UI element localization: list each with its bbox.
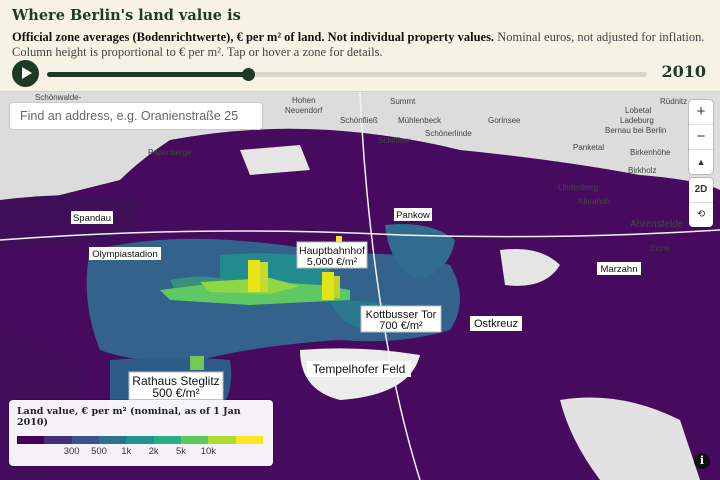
timeline-slider[interactable] xyxy=(47,68,647,81)
label-marzahn: Marzahn xyxy=(597,262,641,275)
label-ostkreuz: Ostkreuz xyxy=(470,316,522,331)
column-mitte-1[interactable] xyxy=(260,262,268,292)
svg-text:Pankow: Pankow xyxy=(396,210,430,221)
forest-southeast xyxy=(560,397,700,480)
view-2d-button[interactable]: 2D xyxy=(689,178,713,203)
callout-kottbusser-name: Kottbusser Tor xyxy=(366,309,437,321)
svg-text:Bernau bei Berlin: Bernau bei Berlin xyxy=(605,126,666,135)
callout-hauptbahnhof-value: 5,000 €/m² xyxy=(307,256,358,268)
legend-swatch xyxy=(208,436,236,444)
callout-steglitz-name: Rathaus Steglitz xyxy=(132,374,219,388)
svg-text:Lindenberg: Lindenberg xyxy=(558,183,598,192)
address-search-input[interactable] xyxy=(9,102,263,130)
legend-swatch xyxy=(17,436,45,444)
svg-text:Ladeburg: Ladeburg xyxy=(620,116,654,125)
callout-rathaus-steglitz[interactable]: Rathaus Steglitz 500 €/m² xyxy=(128,371,224,401)
svg-text:Lobetal: Lobetal xyxy=(625,106,651,115)
svg-text:Birkenhöhe: Birkenhöhe xyxy=(630,148,671,157)
svg-text:Summt: Summt xyxy=(390,97,416,106)
park-east xyxy=(500,249,560,286)
legend-swatch xyxy=(126,436,154,444)
column-steglitz[interactable] xyxy=(190,356,204,370)
zoom-in-button[interactable]: + xyxy=(689,100,713,125)
road-2 xyxy=(359,92,421,480)
svg-text:Rüdnitz: Rüdnitz xyxy=(660,97,687,106)
legend-title: Land value, € per m² (nominal, as of 1 J… xyxy=(17,406,241,428)
column-hauptbahnhof[interactable] xyxy=(248,260,260,292)
callout-hauptbahnhof[interactable]: Hauptbahnhof 5,000 €/m² xyxy=(296,241,368,269)
legend-swatch xyxy=(44,436,72,444)
legend-tick: 10k xyxy=(200,446,216,457)
timeline-controls: 2010 xyxy=(12,60,712,88)
legend-tick: 500 xyxy=(91,446,107,457)
svg-text:Schönwalde-: Schönwalde- xyxy=(35,93,82,102)
label-tempelhofer-feld: Tempelhofer Feld xyxy=(307,361,411,377)
legend-tick: 1k xyxy=(121,446,132,457)
subtitle-bold: Official zone averages (Bodenrichtwerte)… xyxy=(12,30,495,44)
svg-text:Marzahn: Marzahn xyxy=(601,264,638,275)
svg-text:Mühlenbeck: Mühlenbeck xyxy=(398,116,442,125)
svg-text:Panketal: Panketal xyxy=(573,143,604,152)
svg-text:Ostkreuz: Ostkreuz xyxy=(474,318,518,330)
zones-spandau xyxy=(0,195,140,250)
road-1 xyxy=(0,229,720,241)
callout-kottbusser-tor[interactable]: Kottbusser Tor 700 €/m² xyxy=(360,305,442,333)
current-year: 2010 xyxy=(661,62,706,81)
legend-tick: 5k xyxy=(175,446,187,457)
timeline-fill xyxy=(47,72,248,77)
svg-text:Gorinsee: Gorinsee xyxy=(488,116,521,125)
page-subtitle: Official zone averages (Bodenrichtwerte)… xyxy=(12,30,712,60)
svg-text:Schildow: Schildow xyxy=(378,136,410,145)
svg-text:Tempelhofer Feld: Tempelhofer Feld xyxy=(313,362,406,376)
zoom-out-button[interactable]: − xyxy=(689,125,713,150)
label-spandau: Spandau xyxy=(71,211,113,224)
label-pankow: Pankow xyxy=(394,208,432,221)
legend-swatch xyxy=(153,436,181,444)
svg-text:Spandau: Spandau xyxy=(73,213,111,224)
gap-north xyxy=(240,145,310,175)
info-icon[interactable]: i xyxy=(694,453,710,469)
svg-text:Ahrensfelde: Ahrensfelde xyxy=(630,219,684,230)
town-labels: Schönwalde- Hohen Neuendorf Summt Rüdnit… xyxy=(35,93,687,253)
column-mitte-2[interactable] xyxy=(322,272,334,300)
legend-ticks: 300 500 1k 2k 5k 10k xyxy=(17,446,265,460)
rotate-button[interactable]: ⟲ xyxy=(696,209,706,220)
label-olympiastadion: Olympiastadion xyxy=(89,247,161,260)
view-controls: 2D ⟲ xyxy=(689,178,713,227)
map[interactable]: Hauptbahnhof 5,000 €/m² Kottbusser Tor 7… xyxy=(0,92,720,480)
map-canvas[interactable]: Hauptbahnhof 5,000 €/m² Kottbusser Tor 7… xyxy=(0,92,720,480)
legend-swatch xyxy=(71,436,99,444)
legend-color-bar xyxy=(17,436,263,444)
svg-text:Eiche: Eiche xyxy=(650,244,671,253)
page-title: Where Berlin's land value is xyxy=(12,7,241,24)
callout-steglitz-value: 500 €/m² xyxy=(152,386,199,400)
timeline-thumb[interactable] xyxy=(242,68,255,81)
legend-swatch xyxy=(98,436,127,444)
svg-text:Neuendorf: Neuendorf xyxy=(285,106,323,115)
svg-text:Schönerlinde: Schönerlinde xyxy=(425,129,472,138)
legend-tick: 300 xyxy=(63,446,80,457)
compass-button[interactable]: ▲ xyxy=(696,157,706,167)
callout-kottbusser-value: 700 €/m² xyxy=(379,320,423,332)
navigation-controls: + − ▲ xyxy=(689,100,713,174)
svg-text:Hohen: Hohen xyxy=(292,96,316,105)
svg-text:Birkholz: Birkholz xyxy=(628,166,656,175)
header: Where Berlin's land value is Official zo… xyxy=(0,0,720,92)
svg-text:Klarahöh: Klarahöh xyxy=(578,197,610,206)
legend-swatch xyxy=(180,436,209,444)
play-button[interactable] xyxy=(12,60,39,87)
zones-prenzlauer-berg xyxy=(385,224,455,280)
svg-text:Schönfließ: Schönfließ xyxy=(340,116,378,125)
svg-text:Papenberge: Papenberge xyxy=(148,148,192,157)
legend: Land value, € per m² (nominal, as of 1 J… xyxy=(9,400,273,466)
column-mitte-3[interactable] xyxy=(334,276,340,298)
callout-hauptbahnhof-name: Hauptbahnhof xyxy=(299,245,365,257)
svg-text:Olympiastadion: Olympiastadion xyxy=(92,249,157,260)
legend-swatch xyxy=(235,436,263,444)
subtitle-rest: Nominal euros, not adjusted for inflatio… xyxy=(12,30,705,59)
legend-tick: 2k xyxy=(148,446,159,457)
